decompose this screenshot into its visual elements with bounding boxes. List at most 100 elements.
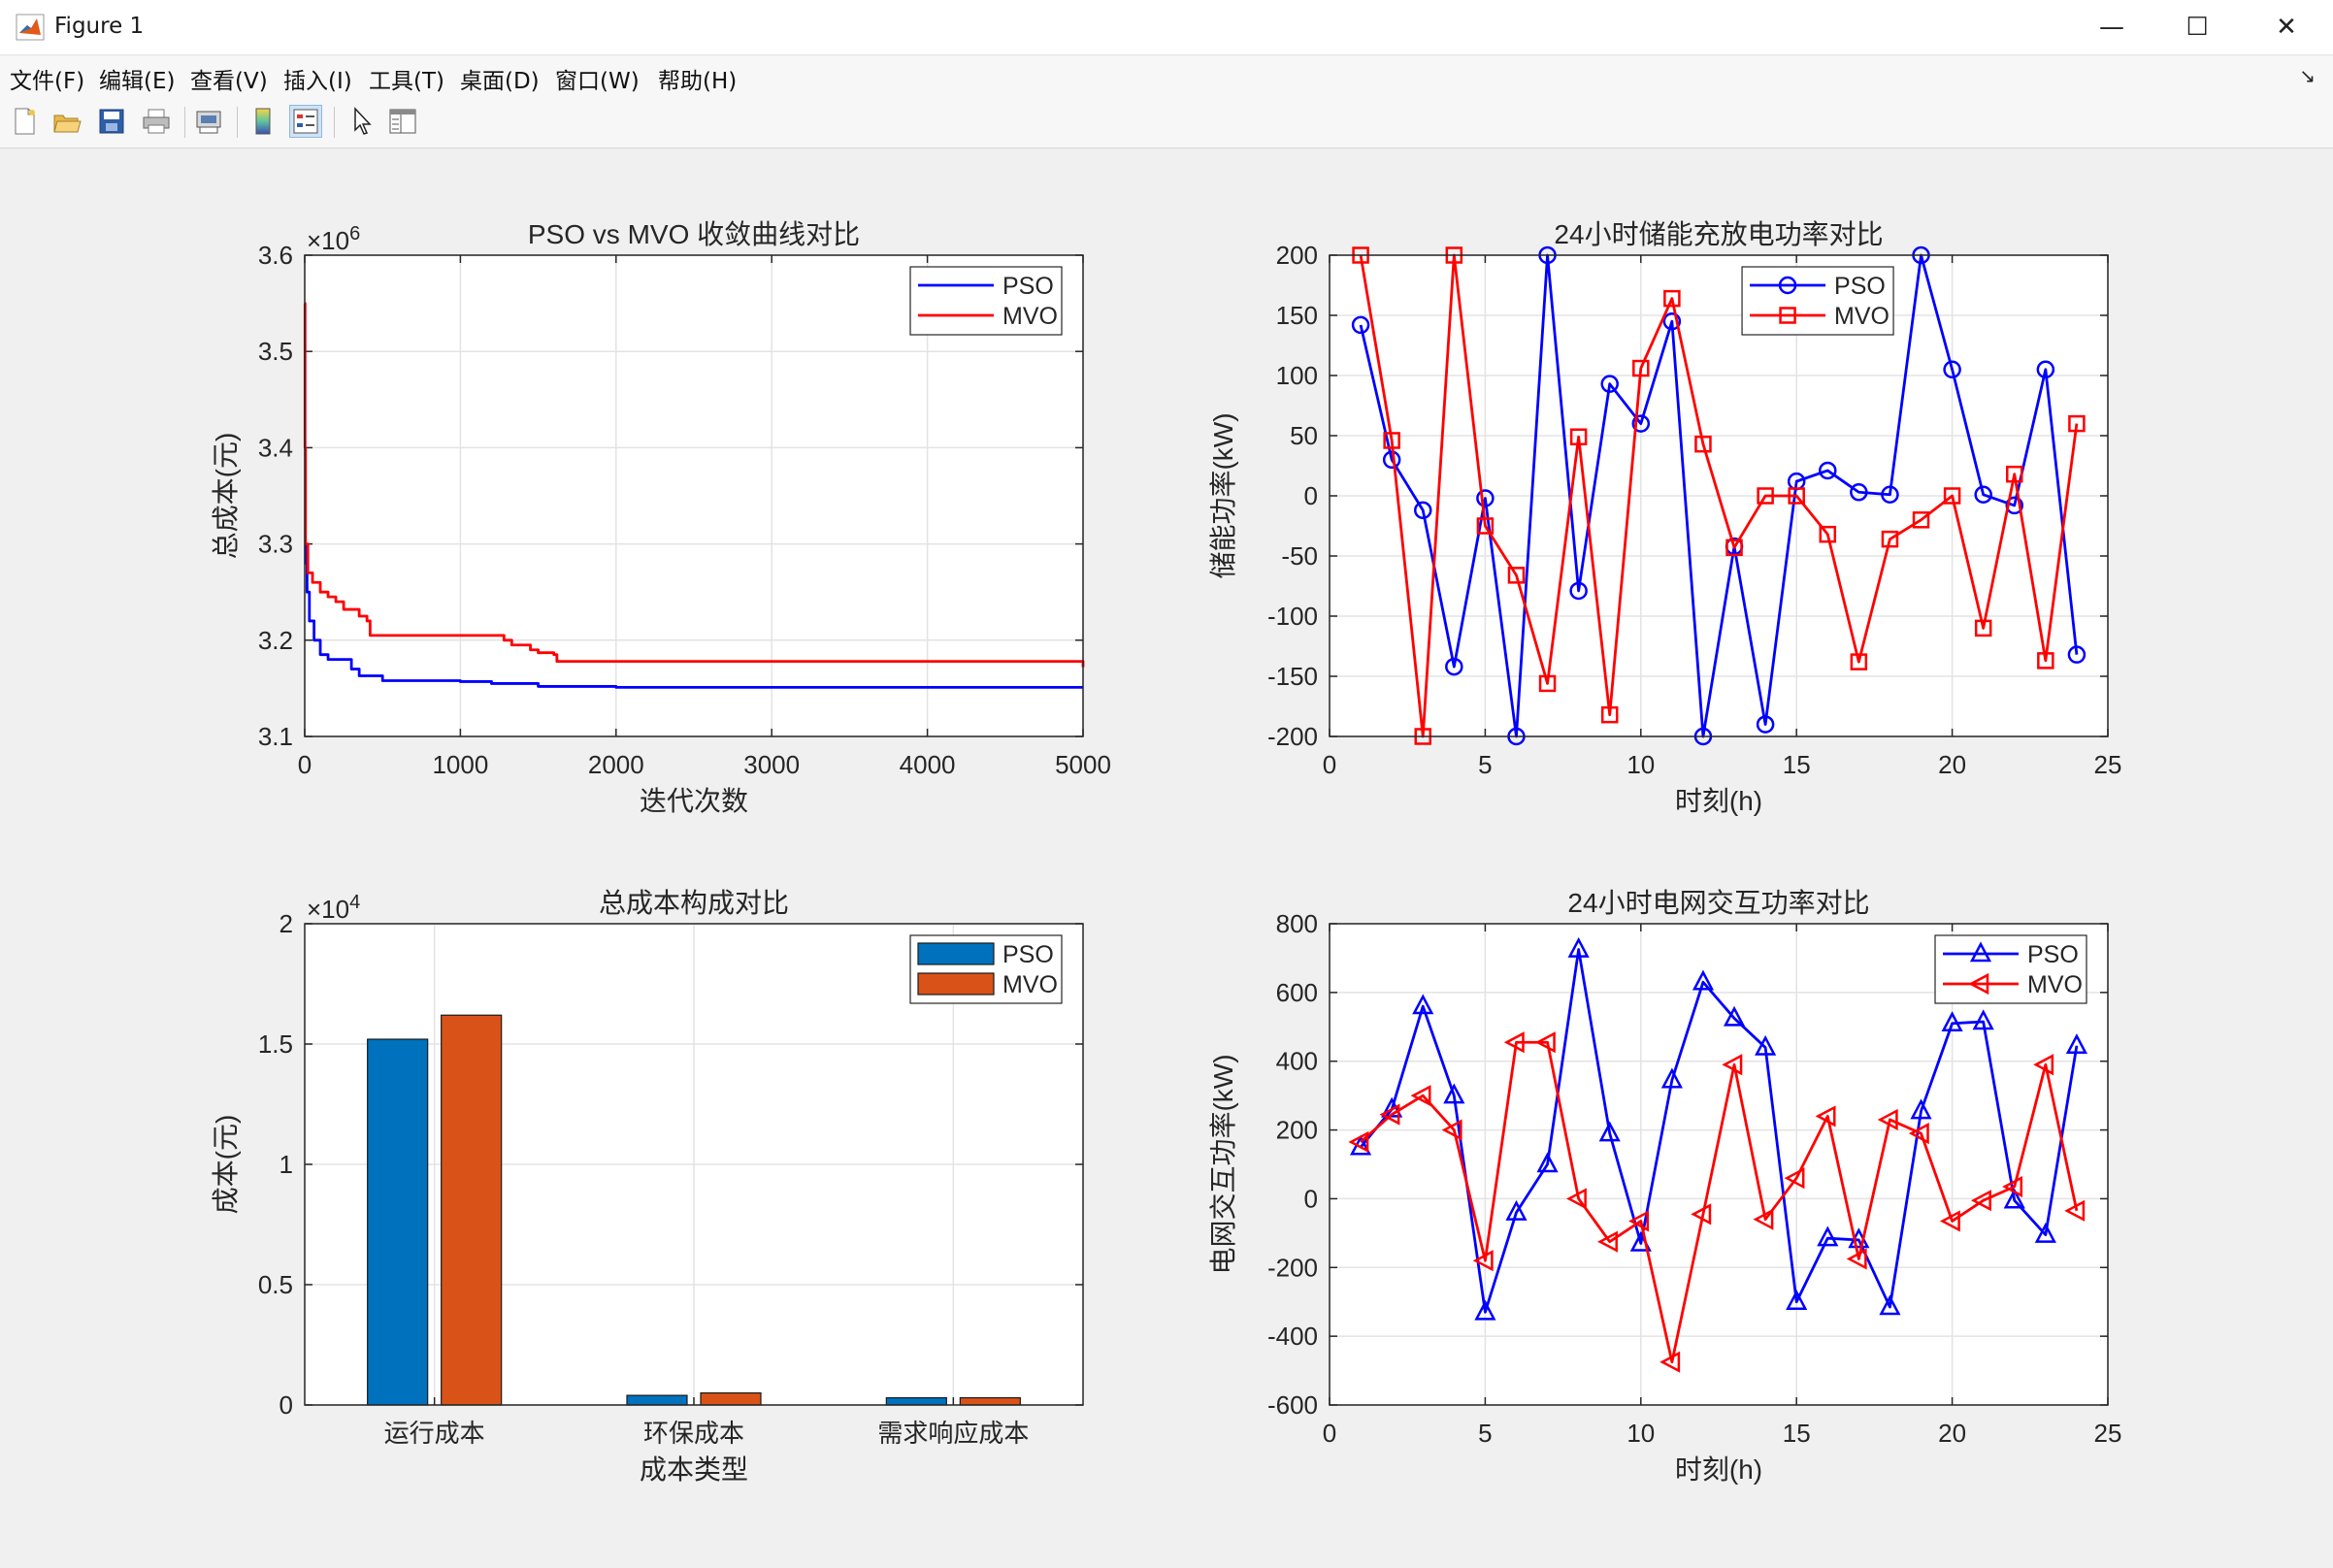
axes-frame [304,254,1084,737]
marker-pso [1910,1098,1932,1120]
property-inspector-button[interactable] [386,105,419,138]
menu-edit[interactable]: 编辑(E) [99,69,176,94]
marker-mvo [1908,1123,1929,1145]
figure-canvas: 3.1 3.2 3.3 3.4 3.5 3.6 0 1000 2000 3000 4000 5000 P… [0,148,2333,1564]
x-axis-label: 时刻(h) [1675,786,1762,816]
legend-label-mvo: MVO [1834,303,1889,330]
marker-mvo [1974,619,1992,637]
y-axis-label: 储能功率(kW) [1208,412,1238,578]
legend[interactable]: PSO MVO [909,266,1063,336]
pointer-icon [354,107,372,135]
minimize-button[interactable]: — [2067,0,2156,54]
marker-pso [2065,1033,2087,1055]
marker-mvo [1597,1230,1618,1253]
series-line-pso [1359,253,2079,738]
legend[interactable]: PSO MVO [909,934,1063,1004]
marker-pso [1786,1290,1808,1310]
x-tick-label: 1000 [432,750,488,779]
marker-mvo [1819,525,1837,543]
edit-plot-button[interactable] [345,105,378,138]
dock-figure-icon[interactable]: ↘ [2299,64,2316,87]
menu-tools[interactable]: 工具(T) [369,69,444,94]
series-line-mvo [303,302,1085,668]
menu-file[interactable]: 文件(F) [10,69,85,94]
new-figure-button[interactable] [8,105,41,138]
series-line-mvo [1360,1040,2079,1364]
close-button[interactable]: ✕ [2242,0,2331,54]
open-file-button[interactable] [50,105,83,138]
bar-pso [885,1396,947,1406]
series-line-mvo [1359,253,2079,738]
marker-mvo [1877,1108,1898,1131]
menu-help[interactable]: 帮助(H) [658,69,738,94]
legend[interactable]: PSO MVO [1741,266,1894,336]
marker-mvo [1441,1119,1462,1141]
marker-pso [1879,1294,1901,1316]
legend-box [909,266,1063,336]
marker-pso [1598,1121,1621,1142]
marker-pso [1505,1199,1528,1221]
marker-mvo [1691,1203,1712,1225]
x-tick-label: 4000 [900,750,956,779]
subplot-2: -200 -150 -100 -50 0 50 100 150 200 0 5 10 15 20 25 24小… [1208,219,2121,816]
figure-svg: 3.13.23.33.43.53.60 1000 2000 3000 4000 5000P… [211,219,2121,1485]
save-button[interactable] [95,105,128,138]
marker-pso [2003,1188,2025,1209]
y-tick-label: 2 [279,909,293,938]
legend-marker-mvo [1968,972,1989,996]
marker-mvo [1348,1130,1369,1154]
marker-mvo [1632,359,1650,377]
marker-pso [1692,969,1715,991]
print-icon [143,109,170,134]
marker-mvo [1784,1167,1805,1190]
legend[interactable]: PSO MVO [1934,934,2087,1004]
marker-pso [1943,360,1961,379]
x-axis-label: 成本类型 [640,1454,748,1485]
y-exponent-power: 6 [349,223,360,245]
marker-pso [1536,1152,1559,1173]
x-tick-label: 需求响应成本 [877,1419,1029,1448]
x-tick-label: 2000 [588,750,644,779]
print-preview-button[interactable] [192,105,225,138]
open-file-icon [53,114,82,133]
marker-mvo [1912,511,1930,529]
chart-title: 24小时储能充放电功率对比 [1554,219,1883,249]
bar-pso [367,1038,429,1406]
print-button[interactable] [140,105,173,138]
legend-label-mvo: MVO [1002,303,1058,330]
colorbar-button[interactable] [246,105,279,138]
marker-mvo [1476,517,1495,535]
y-tick-label: 1 [279,1150,293,1179]
marker-mvo [1881,530,1899,548]
x-tick-label: 20 [1938,1419,1966,1448]
window-titlebar: Figure 1 — ☐ ✕ [0,0,2333,55]
marker-mvo [1569,428,1588,445]
menu-view[interactable]: 查看(V) [190,69,268,94]
y-tick-label: -400 [1267,1322,1318,1351]
marker-mvo [1722,1054,1743,1076]
marker-pso [1569,581,1588,601]
maximize-icon: ☐ [2185,13,2209,42]
new-figure-icon [15,108,35,135]
marker-mvo [1971,1190,1991,1212]
x-tick-label: 0 [298,750,312,779]
y-tick-label: 600 [1276,978,1318,1007]
y-axis-label: 电网交互功率(kW) [1208,1054,1238,1274]
y-tick-label: 1.5 [258,1029,293,1059]
menu-desktop[interactable]: 桌面(D) [460,69,540,94]
marker-pso [1974,485,1992,505]
legend-marker-pso [1969,941,1992,963]
chart-title: 24小时电网交互功率对比 [1567,888,1869,918]
maximize-button[interactable]: ☐ [2152,0,2242,54]
menu-insert[interactable]: 插入(I) [283,69,352,94]
menu-window[interactable]: 窗口(W) [555,69,640,94]
marker-pso [1413,501,1432,520]
y-tick-label: 3.3 [258,530,293,559]
property-inspector-icon [389,109,416,134]
legend-button[interactable] [289,105,322,138]
marker-pso [1631,414,1651,433]
marker-pso [1662,311,1682,331]
marker-pso [2005,496,2024,515]
legend-label-pso: PSO [1834,273,1886,300]
marker-mvo [1694,435,1712,453]
